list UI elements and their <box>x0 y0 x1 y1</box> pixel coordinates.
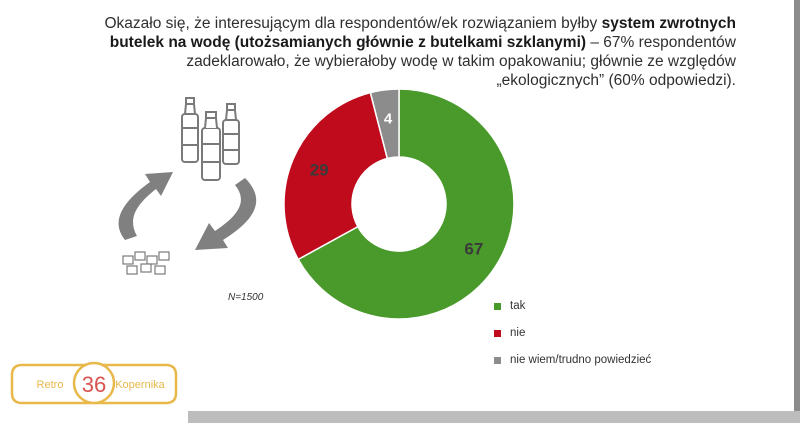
headline-bold: system zwrotnych butelek na wodę (utożsa… <box>109 15 736 51</box>
legend-swatch <box>494 302 501 310</box>
legend-item-1: tak <box>494 300 525 312</box>
donut-slice-3 <box>369 88 400 160</box>
bottom-border <box>188 411 800 423</box>
legend-label: tak <box>510 300 526 312</box>
recycle-illustration <box>95 90 280 290</box>
legend-label: nie wiem/trudno powiedzieć <box>510 354 652 366</box>
logo-number: 36 <box>82 372 106 397</box>
retro-logo: Retro 36 Kopernika <box>0 345 188 423</box>
logo-right-text: Kopernika <box>115 379 165 391</box>
crate-icon <box>122 251 170 275</box>
legend-item-2: nie <box>494 327 525 339</box>
glass-bottles-icon <box>181 97 240 181</box>
donut-label-3: 4 <box>384 111 393 128</box>
logo-frame <box>10 361 178 405</box>
legend-item-3: nie wiem/trudno powiedzieć <box>494 354 651 366</box>
legend-label: nie <box>510 327 526 339</box>
donut-label-2: 29 <box>310 160 329 179</box>
sample-size-note: N=1500 <box>228 292 264 303</box>
donut-slice-1 <box>297 88 515 320</box>
headline: Okazało się, że interesującym dla respon… <box>86 14 737 90</box>
legend-swatch <box>494 356 501 364</box>
headline-part1: Okazało się, że interesującym dla respon… <box>104 15 602 32</box>
donut-label-1: 67 <box>464 239 483 258</box>
logo-left-text: Retro <box>37 379 64 391</box>
headline-part2: – 67% respondentów zadeklarowało, że wyb… <box>186 34 736 89</box>
legend-swatch <box>494 329 501 337</box>
right-border <box>794 0 800 423</box>
donut-slice-2 <box>283 91 389 261</box>
recycle-arrows-icon <box>118 172 257 250</box>
